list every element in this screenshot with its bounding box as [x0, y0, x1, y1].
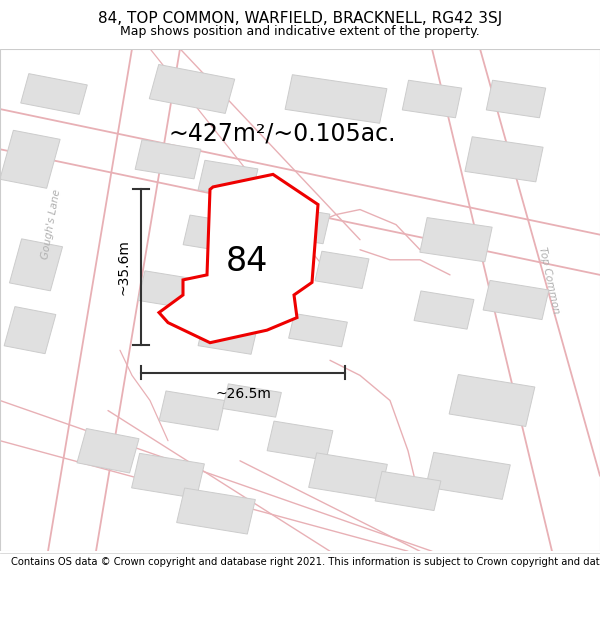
Text: Top Common: Top Common: [537, 246, 561, 314]
Polygon shape: [176, 488, 256, 534]
Polygon shape: [449, 374, 535, 426]
Polygon shape: [483, 281, 549, 319]
Text: Gough's Lane: Gough's Lane: [40, 189, 62, 261]
Text: ~26.5m: ~26.5m: [215, 387, 271, 401]
Polygon shape: [486, 80, 546, 118]
Polygon shape: [198, 316, 258, 354]
Polygon shape: [402, 80, 462, 118]
Text: 84: 84: [226, 246, 268, 279]
Polygon shape: [159, 174, 318, 342]
Polygon shape: [308, 453, 388, 499]
Text: ~427m²/~0.105ac.: ~427m²/~0.105ac.: [168, 121, 396, 145]
Polygon shape: [10, 239, 62, 291]
Polygon shape: [223, 384, 281, 417]
Polygon shape: [375, 471, 441, 511]
Polygon shape: [138, 271, 198, 309]
Polygon shape: [420, 217, 492, 262]
Text: ~35.6m: ~35.6m: [116, 239, 130, 295]
Polygon shape: [183, 215, 249, 254]
Polygon shape: [426, 452, 510, 499]
Polygon shape: [198, 160, 258, 199]
Polygon shape: [285, 75, 387, 123]
Text: Contains OS data © Crown copyright and database right 2021. This information is : Contains OS data © Crown copyright and d…: [11, 557, 600, 567]
Polygon shape: [77, 429, 139, 473]
Polygon shape: [465, 137, 543, 182]
Polygon shape: [270, 206, 330, 244]
Polygon shape: [149, 64, 235, 113]
Polygon shape: [135, 140, 201, 179]
Text: Map shows position and indicative extent of the property.: Map shows position and indicative extent…: [120, 25, 480, 38]
Polygon shape: [0, 130, 60, 188]
Polygon shape: [315, 251, 369, 289]
Polygon shape: [414, 291, 474, 329]
Text: 84, TOP COMMON, WARFIELD, BRACKNELL, RG42 3SJ: 84, TOP COMMON, WARFIELD, BRACKNELL, RG4…: [98, 11, 502, 26]
Polygon shape: [21, 74, 87, 114]
Polygon shape: [159, 391, 225, 430]
Polygon shape: [131, 453, 205, 498]
Polygon shape: [289, 314, 347, 347]
Polygon shape: [267, 421, 333, 460]
Polygon shape: [4, 307, 56, 354]
